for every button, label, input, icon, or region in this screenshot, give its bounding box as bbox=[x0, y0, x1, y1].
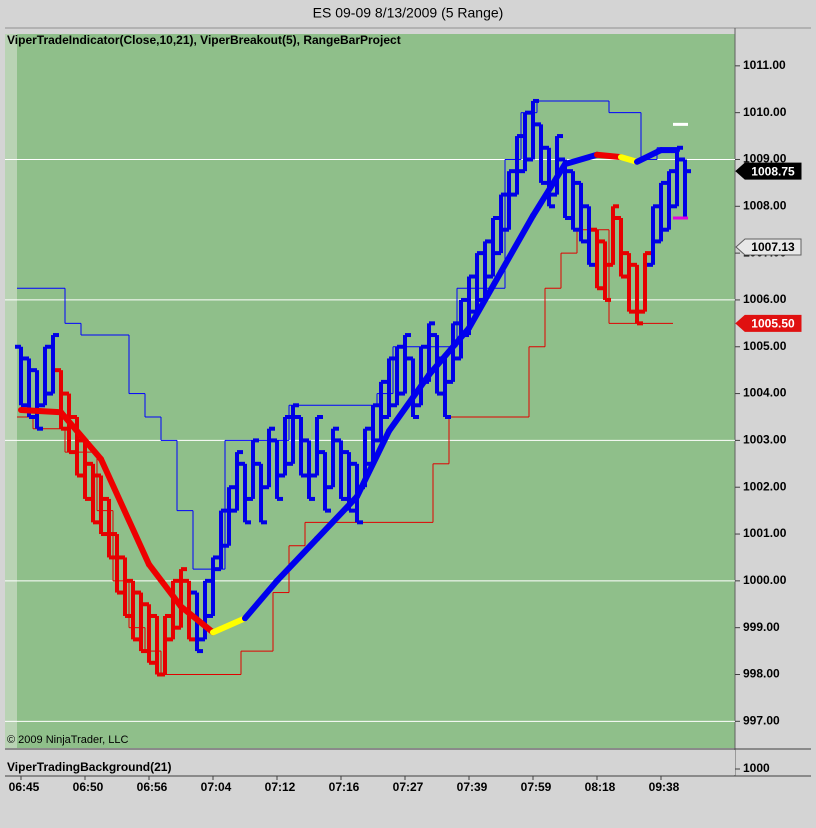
y-tick-label: 1005.00 bbox=[743, 339, 787, 353]
moving-average-segment bbox=[466, 268, 504, 332]
price-label: 1008.75 bbox=[751, 164, 795, 178]
price-label-box bbox=[735, 238, 802, 256]
moving-average-segment bbox=[178, 603, 216, 636]
x-tick-label: 06:56 bbox=[137, 780, 168, 794]
lower-panel-title: ViperTradingBackground(21) bbox=[7, 760, 171, 774]
moving-average-segment bbox=[562, 151, 600, 168]
y-tick-label: 1002.00 bbox=[743, 479, 787, 493]
moving-average-segment bbox=[594, 151, 624, 161]
moving-average-segment bbox=[274, 535, 320, 584]
moving-average-segment bbox=[386, 371, 432, 435]
plot-background bbox=[5, 34, 735, 748]
x-tick-label: 07:59 bbox=[521, 780, 552, 794]
y-tick-label: 1008.00 bbox=[743, 198, 787, 212]
y-tick-label: 999.00 bbox=[743, 620, 780, 634]
x-tick-label: 07:12 bbox=[265, 780, 296, 794]
moving-average-segment bbox=[354, 428, 392, 500]
price-label: 1005.50 bbox=[751, 317, 795, 331]
x-tick-label: 07:16 bbox=[329, 780, 360, 794]
y-tick-label: 1000.00 bbox=[743, 573, 787, 587]
y-tick-label: 1003.00 bbox=[743, 433, 787, 447]
x-tick-label: 07:04 bbox=[201, 780, 232, 794]
moving-average-segment bbox=[426, 325, 472, 378]
moving-average-segment bbox=[498, 212, 536, 275]
moving-average-segment bbox=[634, 147, 664, 165]
y-tick-label: 1004.00 bbox=[743, 386, 787, 400]
y-tick-label: 1009.00 bbox=[743, 152, 787, 166]
y-tick-label: 1011.00 bbox=[743, 58, 786, 72]
price-label-box bbox=[735, 162, 802, 180]
y-tick-label: 997.00 bbox=[743, 713, 780, 727]
x-tick-label: 07:27 bbox=[393, 780, 424, 794]
lower-tick-label: 1000 bbox=[743, 761, 770, 775]
price-label: 1007.13 bbox=[751, 240, 795, 254]
moving-average-segment bbox=[18, 406, 64, 416]
moving-average-segment bbox=[210, 615, 248, 636]
x-tick-label: 06:50 bbox=[73, 780, 104, 794]
moving-average-segment bbox=[242, 577, 280, 622]
y-tick-label: 1001.00 bbox=[743, 526, 787, 540]
x-tick-label: 07:39 bbox=[457, 780, 488, 794]
lower-panel bbox=[5, 750, 735, 775]
copyright: © 2009 NinjaTrader, LLC bbox=[7, 734, 128, 746]
moving-average-segment bbox=[530, 161, 568, 219]
price-label-box bbox=[735, 314, 802, 332]
plot-margin bbox=[5, 34, 17, 748]
indicator-label: ViperTradeIndicator(Close,10,21), ViperB… bbox=[7, 33, 401, 47]
y-tick-label: 1006.00 bbox=[743, 292, 787, 306]
x-tick-label: 08:18 bbox=[585, 780, 616, 794]
moving-average-segment bbox=[98, 456, 152, 568]
y-tick-label: 998.00 bbox=[743, 667, 780, 681]
window-title: ES 09-09 8/13/2009 (5 Range) bbox=[313, 5, 504, 21]
y-tick-label: 1010.00 bbox=[743, 105, 787, 119]
moving-average-segment bbox=[58, 409, 104, 463]
moving-average-segment bbox=[146, 561, 184, 610]
x-tick-label: 06:45 bbox=[9, 780, 40, 794]
moving-average-segment bbox=[314, 493, 360, 542]
x-tick-label: 09:38 bbox=[649, 780, 680, 794]
